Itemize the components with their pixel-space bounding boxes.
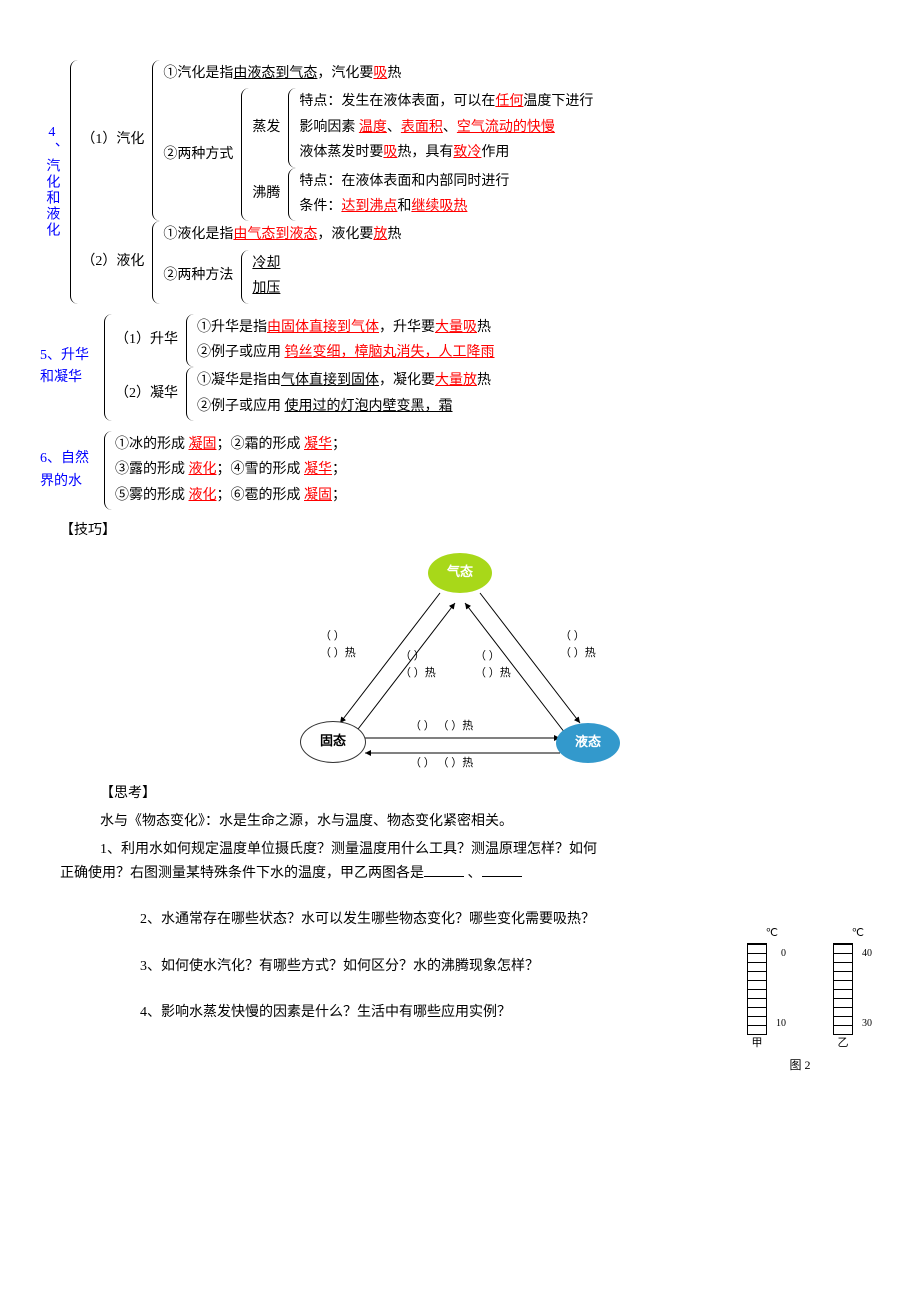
thermometer-yi: ℃ 40 30 乙 <box>818 925 868 1052</box>
liquefaction-label: （2）液化 <box>81 221 148 303</box>
section-4: 4、汽化和液化 （1）汽化 ①汽化是指由液态到气态，汽化要吸热 ②两种方式 蒸发 <box>40 60 880 304</box>
vaporization-label: （1）汽化 <box>81 60 148 221</box>
section-5: 5、升华和凝华 （1）升华 ①升华是指由固体直接到气体，升华要大量吸热 ②例子或… <box>40 314 880 422</box>
subsection-liquefaction: （2）液化 ①液化是指由气态到液态，液化要放热 ②两种方法 冷却 加压 <box>81 221 880 303</box>
technique-heading: 【技巧】 <box>60 520 880 542</box>
thinking-heading: 【思考】 <box>100 783 880 805</box>
boiling: 沸腾 特点：在液体表面和内部同时进行 条件：达到沸点和继续吸热 <box>252 168 880 222</box>
evaporation: 蒸发 特点：发生在液体表面，可以在任何温度下进行 影响因素 温度、表面积、空气流… <box>252 88 880 167</box>
subsection-sublimation: （1）升华 ①升华是指由固体直接到气体，升华要大量吸热 ②例子或应用 钨丝变细，… <box>115 314 880 368</box>
two-methods: ②两种方式 蒸发 特点：发生在液体表面，可以在任何温度下进行 影响因素 温度、表… <box>163 88 880 221</box>
figure-caption: 图 2 <box>710 1056 890 1075</box>
gas-node: 气态 <box>428 553 492 593</box>
thermometer-jia: ℃ 0 10 甲 <box>732 925 782 1052</box>
state-diagram: 气态 固态 液态 （ ）（ ）热 （ ）（ ）热 （ ）（ ）热 （ ）（ ）热… <box>260 553 660 773</box>
thinking-intro: 水与《物态变化》：水是生命之源，水与温度、物态变化紧密相关。 <box>100 811 880 833</box>
page-content: 4、汽化和液化 （1）汽化 ①汽化是指由液态到气态，汽化要吸热 ②两种方式 蒸发 <box>40 60 880 1024</box>
question-1: 1、利用水如何规定温度单位摄氏度？测量温度用什么工具？测温原理怎样？如何 正确使… <box>100 839 880 885</box>
section-4-title: 4、汽化和液化 <box>40 125 62 238</box>
solid-node: 固态 <box>300 721 366 763</box>
thermometer-figure: ℃ 0 10 甲 ℃ 40 30 乙 图 2 <box>710 925 890 1085</box>
vaporization-def: ①汽化是指由液态到气态，汽化要吸热 <box>163 63 880 85</box>
section-6-title: 6、自然界的水 <box>40 448 96 493</box>
section-5-title: 5、升华和凝华 <box>40 345 96 390</box>
subsection-desublimation: （2）凝华 ①凝华是指由气体直接到固体，凝化要大量放热 ②例子或应用 使用过的灯… <box>115 367 880 421</box>
section-6: 6、自然界的水 ①冰的形成 凝固；②霜的形成 凝华； ③露的形成 液化；④雪的形… <box>40 431 880 510</box>
liquid-node: 液态 <box>556 723 620 763</box>
subsection-vaporization: （1）汽化 ①汽化是指由液态到气态，汽化要吸热 ②两种方式 蒸发 特点：发生在液… <box>81 60 880 221</box>
